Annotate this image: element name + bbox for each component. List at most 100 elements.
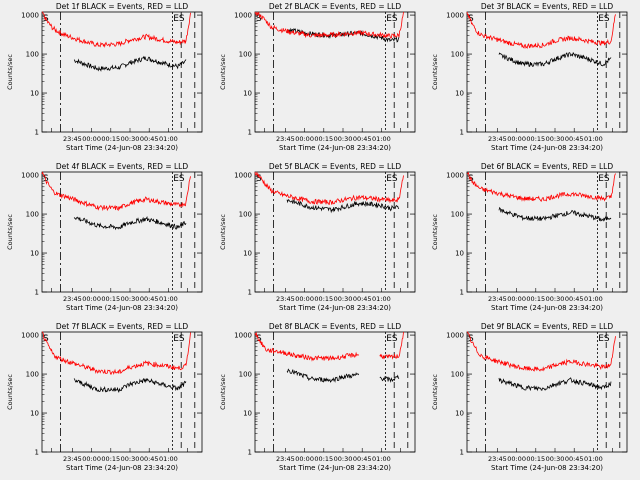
x-tick-label: 01:00 [372, 455, 391, 463]
y-axis-label: Counts/sec [219, 214, 227, 250]
y-tick-label: 1 [35, 449, 39, 457]
end-marker: ES [598, 334, 610, 344]
y-tick-label: 10 [243, 410, 252, 418]
x-tick-label: 00:45 [565, 455, 584, 463]
chart-title: Det 8f BLACK = Events, RED = LLD [269, 322, 402, 331]
chart-panel-1: Det 1f BLACK = Events, RED = LLD Counts/s… [6, 2, 203, 152]
lld-series-line [467, 331, 616, 372]
x-tick-label: 01:00 [584, 295, 603, 303]
x-axis-label: Start Time (24-Jun-08 23:34:20) [279, 304, 391, 312]
y-tick-label: 1 [460, 129, 464, 137]
y-tick-label: 1000 [21, 12, 39, 20]
y-tick-label: 10 [30, 90, 39, 98]
end-marker: ES [386, 174, 398, 184]
x-tick-label: 00:00 [507, 455, 526, 463]
y-tick-label: 100 [26, 371, 39, 379]
events-series-line [73, 215, 187, 231]
end-marker: ES [598, 174, 610, 184]
y-tick-label: 1000 [234, 332, 252, 340]
start-marker: S [468, 334, 474, 344]
x-tick-label: 00:15 [314, 455, 333, 463]
y-axis-label: Counts/sec [6, 374, 14, 410]
start-marker: S [468, 174, 474, 184]
end-marker: ES [598, 14, 610, 24]
chart-title: Det 7f BLACK = Events, RED = LLD [56, 322, 189, 331]
chart-panel-5: Det 5f BLACK = Events, RED = LLD Counts/s… [219, 162, 416, 312]
y-tick-label: 100 [26, 211, 39, 219]
y-tick-label: 10 [30, 250, 39, 258]
y-axis-label: Counts/sec [6, 54, 14, 90]
end-marker: ES [173, 174, 185, 184]
y-tick-label: 1000 [446, 12, 464, 20]
x-tick-label: 00:30 [546, 135, 565, 143]
y-axis-label: Counts/sec [431, 374, 439, 410]
x-axis-label: Start Time (24-Jun-08 23:34:20) [491, 464, 603, 472]
x-tick-label: 23:45 [488, 455, 507, 463]
x-tick-label: 00:30 [546, 455, 565, 463]
y-tick-label: 100 [239, 371, 252, 379]
x-tick-label: 23:45 [488, 135, 507, 143]
y-tick-label: 10 [455, 90, 464, 98]
events-series-line [286, 368, 400, 383]
chart-panel-6: Det 6f BLACK = Events, RED = LLD Counts/s… [431, 162, 628, 312]
lld-series-line [254, 171, 404, 206]
y-tick-label: 1 [248, 289, 252, 297]
y-tick-label: 1000 [446, 332, 464, 340]
plot-frame [254, 331, 416, 453]
x-tick-label: 01:00 [584, 135, 603, 143]
x-tick-label: 23:45 [276, 295, 295, 303]
lld-series-line [254, 331, 404, 362]
chart-title: Det 5f BLACK = Events, RED = LLD [269, 162, 402, 171]
x-tick-label: 00:00 [82, 295, 101, 303]
y-tick-label: 1 [460, 289, 464, 297]
x-tick-label: 00:45 [353, 135, 372, 143]
x-tick-label: 01:00 [372, 295, 391, 303]
x-tick-label: 00:45 [565, 295, 584, 303]
x-tick-label: 23:45 [276, 135, 295, 143]
y-tick-label: 100 [239, 211, 252, 219]
events-series-line [286, 27, 400, 43]
chart-title: Det 4f BLACK = Events, RED = LLD [56, 162, 189, 171]
plot-frame [41, 11, 203, 133]
chart-panel-2: Det 2f BLACK = Events, RED = LLD Counts/s… [219, 2, 416, 152]
x-tick-label: 01:00 [159, 455, 178, 463]
x-tick-label: 01:00 [584, 455, 603, 463]
events-series-line [73, 377, 187, 393]
x-axis-label: Start Time (24-Jun-08 23:34:20) [66, 144, 178, 152]
y-tick-label: 1 [35, 129, 39, 137]
y-tick-label: 100 [451, 371, 464, 379]
x-tick-label: 00:30 [334, 455, 353, 463]
y-tick-label: 10 [30, 410, 39, 418]
plot-frame [466, 331, 628, 453]
plot-frame [41, 331, 203, 453]
x-tick-label: 00:15 [314, 295, 333, 303]
x-axis-label: Start Time (24-Jun-08 23:34:20) [66, 464, 178, 472]
x-tick-label: 00:45 [140, 295, 159, 303]
y-tick-label: 100 [239, 51, 252, 59]
plot-frame [466, 11, 628, 133]
x-tick-label: 01:00 [159, 135, 178, 143]
lld-series-line [42, 11, 191, 49]
y-tick-label: 10 [243, 250, 252, 258]
x-tick-label: 00:45 [565, 135, 584, 143]
end-marker: ES [386, 334, 398, 344]
x-tick-label: 23:45 [488, 295, 507, 303]
y-tick-label: 100 [451, 211, 464, 219]
chart-panel-7: Det 7f BLACK = Events, RED = LLD Counts/s… [6, 322, 203, 472]
plot-frame [41, 171, 203, 293]
x-tick-label: 01:00 [372, 135, 391, 143]
x-tick-label: 00:45 [140, 455, 159, 463]
y-tick-label: 1 [248, 449, 252, 457]
lld-series-line [41, 171, 191, 212]
chart-panel-3: Det 3f BLACK = Events, RED = LLD Counts/s… [431, 2, 628, 152]
x-tick-label: 00:30 [121, 135, 140, 143]
x-tick-label: 00:45 [353, 295, 372, 303]
end-marker: ES [386, 14, 398, 24]
start-marker: S [256, 174, 262, 184]
y-axis-label: Counts/sec [6, 214, 14, 250]
x-tick-label: 00:15 [526, 295, 545, 303]
x-tick-label: 23:45 [63, 295, 82, 303]
chart-title: Det 3f BLACK = Events, RED = LLD [481, 2, 614, 11]
y-tick-label: 1 [35, 289, 39, 297]
